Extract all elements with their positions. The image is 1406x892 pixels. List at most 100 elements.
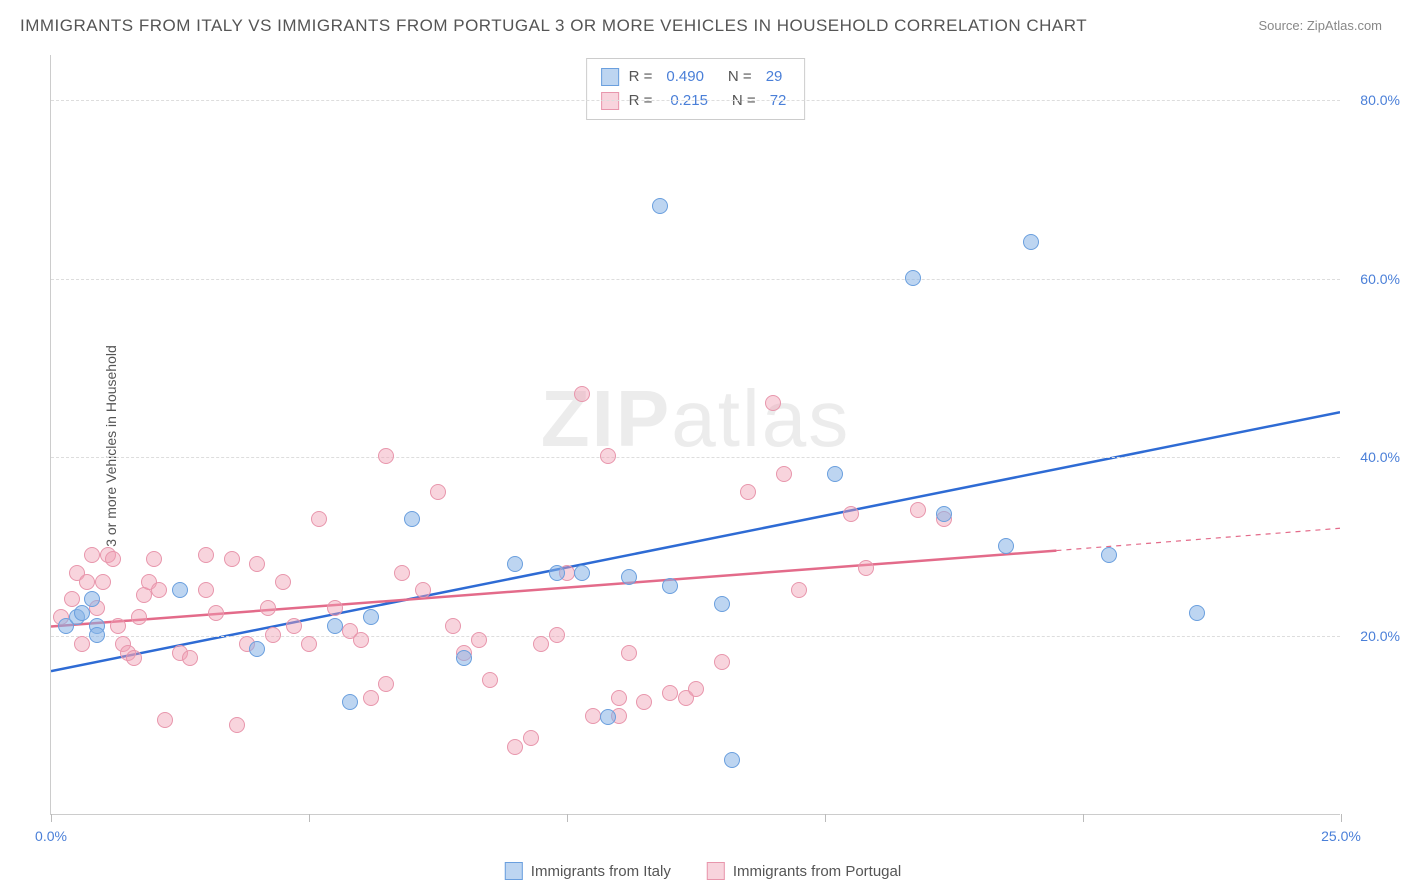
scatter-marker <box>198 582 214 598</box>
gridline-horizontal <box>51 457 1340 458</box>
swatch-portugal-icon <box>707 862 725 880</box>
stats-r-label: R = <box>629 89 653 113</box>
scatter-marker <box>378 676 394 692</box>
scatter-marker <box>998 538 1014 554</box>
scatter-marker <box>353 632 369 648</box>
scatter-marker <box>574 565 590 581</box>
scatter-marker <box>378 448 394 464</box>
scatter-marker <box>523 730 539 746</box>
scatter-marker <box>652 198 668 214</box>
x-tick-mark <box>825 814 826 822</box>
scatter-marker <box>157 712 173 728</box>
y-tick-label: 80.0% <box>1345 92 1400 108</box>
scatter-marker <box>327 600 343 616</box>
scatter-marker <box>714 654 730 670</box>
scatter-marker <box>430 484 446 500</box>
scatter-marker <box>265 627 281 643</box>
scatter-marker <box>843 506 859 522</box>
scatter-marker <box>110 618 126 634</box>
stats-row-portugal: R = 0.215 N = 72 <box>601 89 791 113</box>
scatter-marker <box>507 556 523 572</box>
scatter-marker <box>827 466 843 482</box>
scatter-marker <box>415 582 431 598</box>
scatter-marker <box>936 506 952 522</box>
scatter-marker <box>84 547 100 563</box>
x-tick-mark <box>1083 814 1084 822</box>
scatter-marker <box>1101 547 1117 563</box>
scatter-marker <box>74 636 90 652</box>
scatter-marker <box>229 717 245 733</box>
scatter-marker <box>621 569 637 585</box>
scatter-marker <box>482 672 498 688</box>
scatter-marker <box>363 690 379 706</box>
y-tick-label: 40.0% <box>1345 449 1400 465</box>
scatter-marker <box>858 560 874 576</box>
trend-lines-svg <box>51 55 1340 814</box>
scatter-marker <box>791 582 807 598</box>
scatter-marker <box>456 650 472 666</box>
scatter-marker <box>765 395 781 411</box>
x-tick-mark <box>51 814 52 822</box>
scatter-marker <box>688 681 704 697</box>
stats-r-label: R = <box>629 65 653 89</box>
scatter-marker <box>224 551 240 567</box>
legend-portugal-label: Immigrants from Portugal <box>733 863 901 880</box>
swatch-italy-icon <box>601 68 619 86</box>
x-tick-mark <box>309 814 310 822</box>
x-tick-label: 25.0% <box>1321 828 1361 844</box>
scatter-marker <box>89 627 105 643</box>
scatter-marker <box>151 582 167 598</box>
legend-italy-label: Immigrants from Italy <box>531 863 671 880</box>
scatter-marker <box>95 574 111 590</box>
scatter-marker <box>327 618 343 634</box>
scatter-marker <box>776 466 792 482</box>
scatter-marker <box>724 752 740 768</box>
stats-row-italy: R = 0.490 N = 29 <box>601 65 791 89</box>
scatter-marker <box>126 650 142 666</box>
scatter-marker <box>208 605 224 621</box>
scatter-marker <box>74 605 90 621</box>
scatter-marker <box>636 694 652 710</box>
scatter-marker <box>549 627 565 643</box>
scatter-marker <box>1023 234 1039 250</box>
scatter-marker <box>471 632 487 648</box>
scatter-marker <box>79 574 95 590</box>
scatter-marker <box>198 547 214 563</box>
scatter-marker <box>311 511 327 527</box>
stats-portugal-n: 72 <box>770 89 787 113</box>
scatter-marker <box>507 739 523 755</box>
scatter-marker <box>910 502 926 518</box>
scatter-marker <box>662 685 678 701</box>
gridline-horizontal <box>51 279 1340 280</box>
scatter-marker <box>585 708 601 724</box>
scatter-marker <box>84 591 100 607</box>
stats-italy-r: 0.490 <box>666 65 704 89</box>
trend-line-dashed <box>1056 528 1340 550</box>
y-tick-label: 20.0% <box>1345 628 1400 644</box>
scatter-marker <box>301 636 317 652</box>
scatter-marker <box>275 574 291 590</box>
scatter-marker <box>1189 605 1205 621</box>
scatter-marker <box>549 565 565 581</box>
scatter-plot-area: ZIPatlas R = 0.490 N = 29 R = 0.215 N = … <box>50 55 1340 815</box>
scatter-marker <box>662 578 678 594</box>
stats-legend-box: R = 0.490 N = 29 R = 0.215 N = 72 <box>586 58 806 120</box>
scatter-marker <box>740 484 756 500</box>
chart-title: IMMIGRANTS FROM ITALY VS IMMIGRANTS FROM… <box>20 16 1087 36</box>
x-tick-mark <box>567 814 568 822</box>
scatter-marker <box>714 596 730 612</box>
legend-item-italy: Immigrants from Italy <box>505 862 671 880</box>
scatter-marker <box>404 511 420 527</box>
stats-italy-n: 29 <box>766 65 783 89</box>
x-tick-label: 0.0% <box>35 828 67 844</box>
legend-item-portugal: Immigrants from Portugal <box>707 862 901 880</box>
trend-line <box>51 412 1340 671</box>
scatter-marker <box>905 270 921 286</box>
scatter-marker <box>105 551 121 567</box>
stats-portugal-r: 0.215 <box>670 89 708 113</box>
scatter-marker <box>600 448 616 464</box>
scatter-marker <box>445 618 461 634</box>
scatter-marker <box>363 609 379 625</box>
scatter-marker <box>131 609 147 625</box>
scatter-marker <box>342 694 358 710</box>
